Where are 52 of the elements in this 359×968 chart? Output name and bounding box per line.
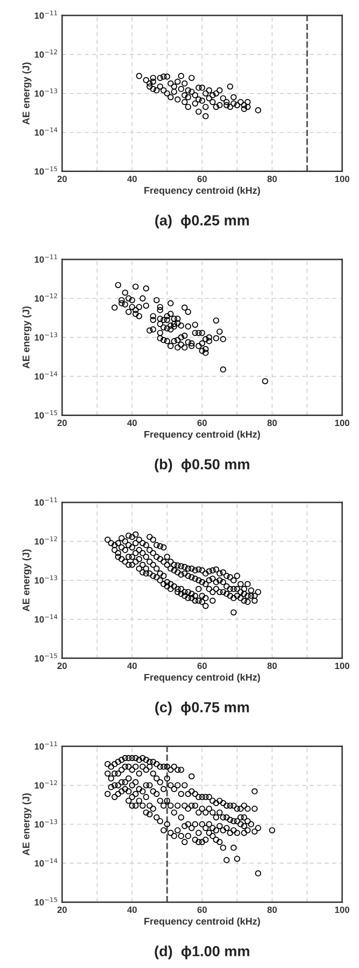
y-tick-label: 10$^{−14}$ (34, 614, 58, 623)
y-tick-label: 10$^{−12}$ (34, 293, 58, 302)
x-tick-label: 80 (267, 420, 277, 426)
x-tick-label: 40 (127, 176, 137, 182)
x-tick-label: 20 (57, 176, 67, 182)
x-tick-label: 20 (57, 662, 67, 670)
text: (d) ϕ1.00 mm (154, 946, 250, 960)
y-tick-label: 10$^{−15}$ (34, 897, 58, 906)
y-tick-label: 10$^{−14}$ (34, 128, 58, 136)
y-tick-label: 10$^{−11}$ (34, 10, 58, 19)
x-axis-title: Frequency centroid (kHz) (144, 918, 260, 927)
y-axis-title: AE energy (J) (22, 62, 32, 125)
y-tick-label: 10$^{−13}$ (34, 819, 58, 828)
y-tick-label: 10$^{−11}$ (34, 741, 58, 750)
x-axis-title: Frequency centroid (kHz) (144, 674, 260, 683)
x-tick-label: 20 (57, 906, 67, 913)
y-tick-label: 10$^{−11}$ (34, 498, 58, 506)
y-tick-label: 10$^{−14}$ (34, 371, 58, 380)
x-tick-label: 80 (267, 906, 277, 913)
x-tick-label: 60 (197, 906, 207, 913)
y-tick-label: 10$^{−11}$ (34, 254, 58, 263)
x-tick-label: 100 (335, 662, 350, 670)
y-tick-label: 10$^{−13}$ (34, 88, 58, 97)
y-axis-title: AE energy (J) (22, 306, 32, 368)
x-tick-label: 40 (127, 906, 137, 913)
y-tick-label: 10$^{−12}$ (34, 780, 58, 789)
y-axis-title: AE energy (J) (22, 793, 32, 856)
x-tick-label: 60 (197, 176, 207, 182)
y-tick-label: 10$^{−13}$ (34, 575, 58, 584)
y-axis-title: AE energy (J) (22, 549, 32, 612)
x-tick-label: 100 (335, 176, 350, 182)
x-tick-label: 100 (335, 420, 350, 426)
y-tick-label: 10$^{−15}$ (34, 653, 58, 662)
x-tick-label: 80 (267, 176, 277, 182)
x-tick-label: 60 (197, 420, 207, 426)
y-tick-label: 10$^{−14}$ (34, 858, 58, 867)
x-tick-label: 20 (57, 420, 67, 426)
x-tick-label: 80 (267, 662, 277, 670)
x-tick-label: 40 (127, 662, 137, 670)
x-axis-title: Frequency centroid (kHz) (144, 430, 260, 440)
y-tick-label: 10$^{−15}$ (34, 166, 58, 175)
y-tick-label: 10$^{−13}$ (34, 332, 58, 341)
text: (b) ϕ0.50 mm (154, 458, 250, 472)
y-tick-label: 10$^{−12}$ (34, 536, 58, 545)
x-axis-title: Frequency centroid (kHz) (144, 186, 260, 196)
y-tick-label: 10$^{−15}$ (34, 410, 58, 419)
x-tick-label: 40 (127, 420, 137, 426)
text: (a) ϕ0.25 mm (155, 214, 249, 228)
x-tick-label: 100 (335, 906, 350, 913)
x-tick-label: 60 (197, 662, 207, 670)
y-tick-label: 10$^{−12}$ (34, 50, 58, 58)
text: (c) ϕ0.75 mm (155, 702, 249, 716)
